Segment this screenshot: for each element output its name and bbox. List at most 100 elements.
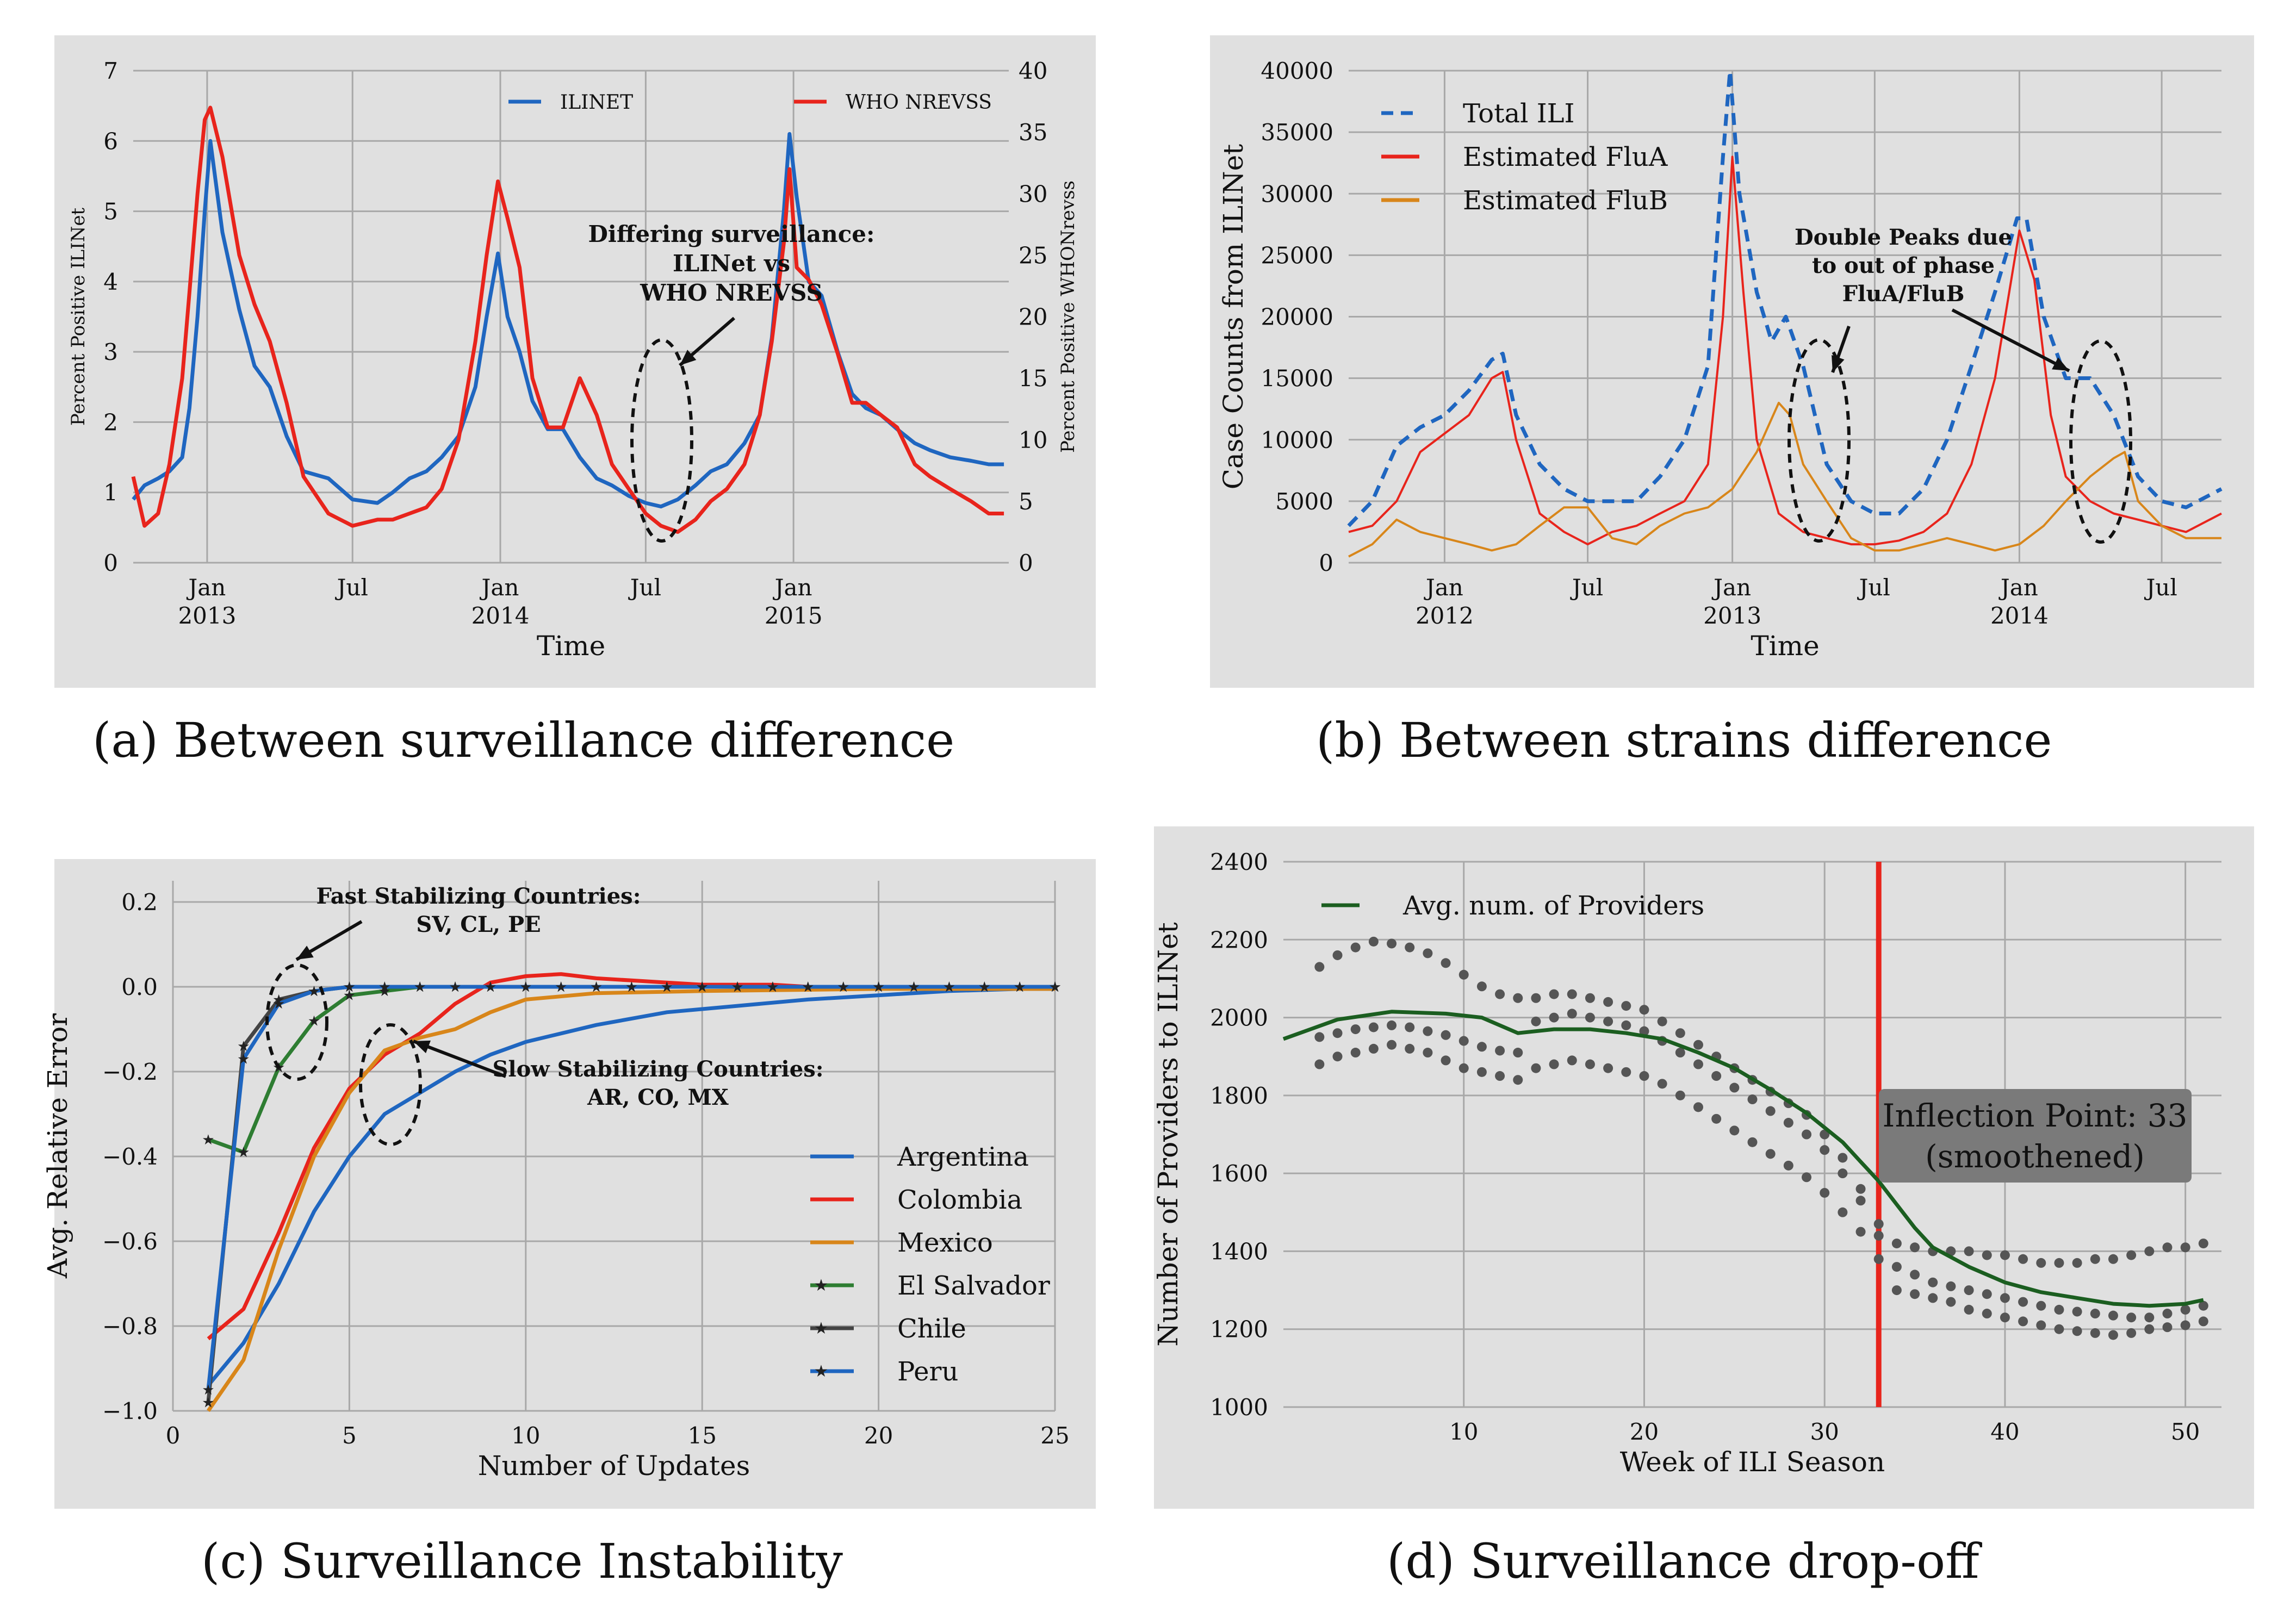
- y-tick-label: 6: [103, 128, 118, 154]
- y-tick-label: −0.8: [102, 1313, 158, 1340]
- caption-a: (a) Between surveillance difference: [92, 712, 955, 768]
- y-tick-label: 1200: [1210, 1316, 1268, 1343]
- star-marker: ★: [837, 979, 849, 995]
- x-tick-label: Jan: [480, 574, 519, 601]
- scatter-point: [2180, 1304, 2190, 1315]
- y-right-tick-label: 10: [1019, 427, 1047, 453]
- star-marker: ★: [731, 979, 743, 995]
- star-marker: ★: [696, 979, 709, 995]
- x-tick-label: 30: [1810, 1418, 1839, 1445]
- scatter-point: [1855, 1196, 1866, 1206]
- x-tick-label: 15: [687, 1422, 716, 1449]
- scatter-point: [1585, 1059, 1595, 1069]
- scatter-point: [1368, 936, 1379, 947]
- series-line: [1347, 69, 2223, 527]
- legend-label: Argentina: [897, 1142, 1029, 1172]
- scatter-point: [1891, 1239, 1902, 1249]
- y-tick-label: 30000: [1261, 181, 1333, 207]
- scatter-point: [1549, 989, 1559, 999]
- scatter-point: [2108, 1254, 2118, 1264]
- x-tick-label: Jan: [1711, 574, 1751, 601]
- scatter-point: [1585, 993, 1595, 1003]
- scatter-point: [1621, 1067, 1631, 1077]
- x-tick-label: Jan: [186, 574, 226, 601]
- scatter-point: [1891, 1262, 1902, 1272]
- x-tick-label: Jul: [335, 574, 368, 601]
- scatter-point: [2036, 1320, 2046, 1330]
- scatter-point: [1675, 1028, 1685, 1038]
- y-tick-label: −0.6: [102, 1228, 158, 1255]
- star-marker: ★: [343, 979, 356, 995]
- scatter-point: [1441, 958, 1451, 968]
- arrow-head: [2052, 357, 2069, 371]
- scatter-point: [2000, 1312, 2010, 1323]
- scatter-point: [1368, 1043, 1379, 1054]
- legend-label: Total ILI: [1463, 98, 1575, 129]
- legend-label: Estimated FluA: [1463, 142, 1668, 172]
- scatter-point: [1476, 1067, 1487, 1077]
- scatter-point: [1964, 1246, 1974, 1256]
- scatter-point: [1495, 1071, 1505, 1081]
- star-marker: ★: [625, 979, 638, 995]
- star-marker: ★: [943, 979, 955, 995]
- scatter-point: [1332, 1028, 1343, 1038]
- scatter-point: [2036, 1258, 2046, 1268]
- y-tick-label: 1400: [1210, 1238, 1268, 1265]
- scatter-point: [1982, 1309, 1992, 1319]
- scatter-point: [1765, 1149, 1776, 1159]
- scatter-point: [2144, 1324, 2155, 1334]
- scatter-point: [1747, 1094, 1758, 1105]
- scatter-point: [1567, 1055, 1577, 1066]
- scatter-point: [2000, 1250, 2010, 1260]
- chart-b: 0 5000 10000 15000 20000 25000 30000 35000 40000…: [1210, 35, 2254, 688]
- series-line: [207, 987, 1055, 1387]
- scatter-point: [1531, 993, 1541, 1003]
- scatter-point: [2018, 1254, 2028, 1264]
- arrow-head: [296, 945, 314, 960]
- x-tick-sublabel: 2014: [471, 602, 530, 629]
- x-tick-label: 25: [1040, 1422, 1069, 1449]
- chart-d: 1000 1200 1400 1600 1800 2000 2200 2400 10 20 30 40…: [1152, 826, 2254, 1509]
- y-tick-label: 0: [103, 550, 118, 576]
- scatter-point: [1458, 1063, 1469, 1073]
- scatter-point: [2144, 1312, 2155, 1323]
- y-tick-label: 5: [103, 198, 118, 225]
- legend-star: ★: [814, 1276, 829, 1295]
- x-tick-label: Jan: [773, 574, 812, 601]
- y-tick-label: 4: [103, 269, 118, 295]
- x-axis-label: Time: [1751, 630, 1819, 662]
- scatter-point: [2108, 1330, 2118, 1340]
- scatter-point: [1350, 1048, 1361, 1058]
- scatter-point: [1458, 1036, 1469, 1046]
- legend-label: Peru: [897, 1357, 958, 1387]
- scatter-point: [1910, 1270, 1920, 1280]
- scatter-point: [2126, 1312, 2137, 1323]
- y-tick-label: 0.2: [121, 889, 158, 916]
- legend-label: El Salvador: [897, 1271, 1050, 1301]
- x-tick-sublabel: 2014: [1990, 602, 2049, 629]
- scatter-point: [1549, 1012, 1559, 1023]
- y-tick-label: 3: [103, 339, 118, 365]
- scatter-point: [1639, 1026, 1649, 1036]
- scatter-point: [2126, 1328, 2137, 1338]
- scatter-point: [1405, 1022, 1415, 1032]
- star-marker: ★: [202, 1132, 214, 1148]
- scatter-point: [1458, 969, 1469, 980]
- scatter-point: [1693, 1040, 1703, 1050]
- star-marker: ★: [414, 979, 426, 995]
- scatter-point: [1891, 1285, 1902, 1296]
- y-tick-label: −0.2: [102, 1059, 158, 1085]
- x-tick-label: Jul: [628, 574, 661, 601]
- scatter-point: [1838, 1153, 1848, 1163]
- scatter-point: [2072, 1258, 2082, 1268]
- y-tick-label: 2400: [1210, 849, 1268, 875]
- scatter-point: [1855, 1227, 1866, 1237]
- x-tick-label: 5: [342, 1422, 357, 1449]
- x-tick-sublabel: 2013: [178, 602, 236, 629]
- scatter-point: [1513, 1075, 1523, 1085]
- star-marker: ★: [661, 979, 673, 995]
- scatter-point: [1838, 1207, 1848, 1217]
- legend-label: ILINET: [560, 91, 633, 114]
